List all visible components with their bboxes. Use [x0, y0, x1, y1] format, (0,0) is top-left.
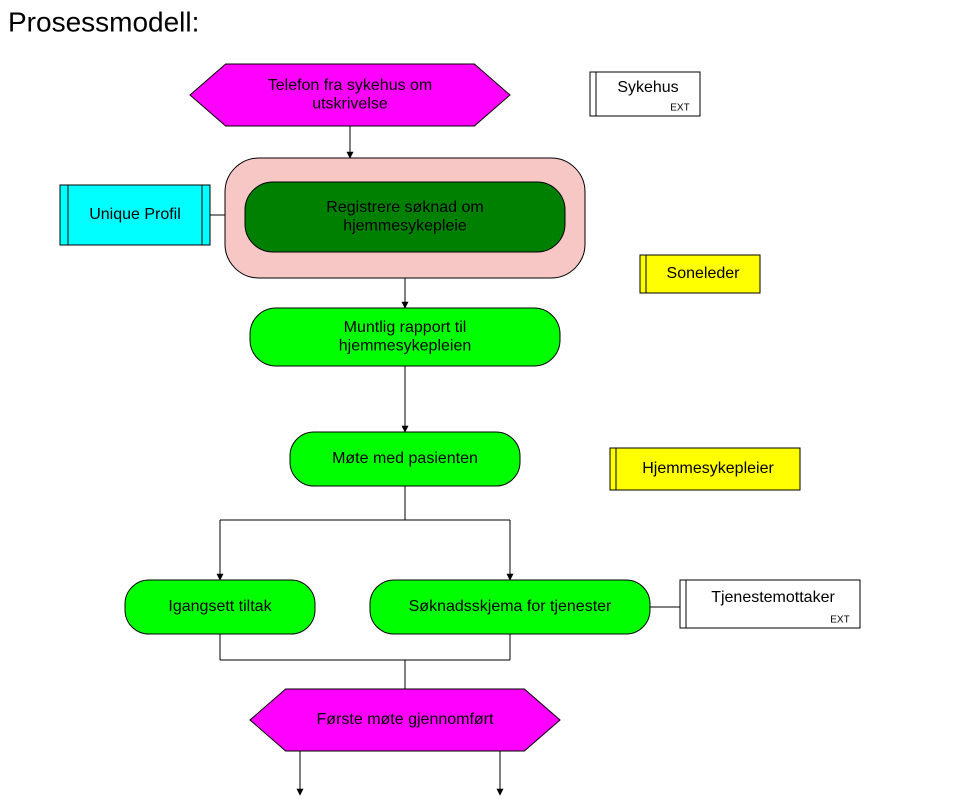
text-node: Sykehus: [617, 79, 678, 96]
text-node: Hjemmesykepleier: [642, 460, 774, 477]
text-node: Første møte gjennomført: [317, 711, 494, 728]
text-node: Soneleder: [667, 265, 741, 282]
text-node: Søknadsskjema for tjenester: [409, 598, 612, 615]
text-node: EXT: [670, 103, 689, 114]
text-node: Igangsett tiltak: [168, 598, 272, 615]
text-node: hjemmesykepleien: [339, 337, 472, 354]
text-node: Unique Profil: [89, 206, 181, 223]
text-node: utskrivelse: [312, 95, 388, 112]
text-node: Registrere søknad om: [326, 199, 483, 216]
text-node: Møte med pasienten: [332, 450, 478, 467]
flowchart-canvas: Prosessmodell: Telefon fra sykehus omutsk…: [0, 0, 960, 810]
page-title: Prosessmodell:: [8, 6, 199, 37]
text-node: Tjenestemottaker: [711, 589, 835, 606]
text-node: hjemmesykepleie: [343, 217, 467, 234]
text-node: Telefon fra sykehus om: [268, 77, 433, 94]
text-node: Muntlig rapport til: [344, 319, 467, 336]
text-node: EXT: [830, 615, 849, 626]
